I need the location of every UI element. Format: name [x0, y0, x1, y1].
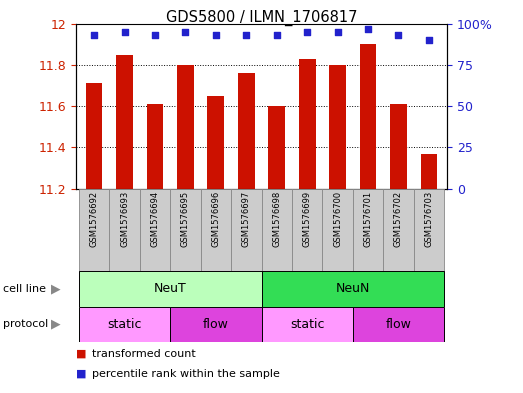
Bar: [170, 307, 262, 342]
Point: [151, 32, 159, 38]
Bar: [79, 189, 109, 271]
Point: [425, 37, 433, 43]
Bar: [231, 189, 262, 271]
Text: GSM1576698: GSM1576698: [272, 191, 281, 247]
Bar: [140, 189, 170, 271]
Bar: [353, 307, 444, 342]
Bar: [390, 104, 407, 189]
Point: [303, 29, 311, 35]
Bar: [322, 189, 353, 271]
Bar: [116, 55, 133, 189]
Text: GSM1576700: GSM1576700: [333, 191, 342, 247]
Text: GSM1576696: GSM1576696: [211, 191, 220, 247]
Text: GSM1576695: GSM1576695: [181, 191, 190, 247]
Text: percentile rank within the sample: percentile rank within the sample: [92, 369, 279, 379]
Bar: [329, 65, 346, 189]
Bar: [177, 65, 194, 189]
Point: [181, 29, 190, 35]
Point: [272, 32, 281, 38]
Point: [120, 29, 129, 35]
Text: GSM1576699: GSM1576699: [303, 191, 312, 247]
Text: ▶: ▶: [51, 282, 61, 296]
Bar: [420, 154, 437, 189]
Bar: [170, 189, 201, 271]
Text: GSM1576694: GSM1576694: [151, 191, 160, 247]
Point: [333, 29, 342, 35]
Text: NeuN: NeuN: [336, 282, 370, 296]
Text: GSM1576697: GSM1576697: [242, 191, 251, 247]
Text: flow: flow: [203, 318, 229, 331]
Point: [212, 32, 220, 38]
Text: static: static: [290, 318, 324, 331]
Point: [242, 32, 251, 38]
Text: static: static: [107, 318, 142, 331]
Bar: [208, 96, 224, 189]
Bar: [292, 189, 322, 271]
Text: GDS5800 / ILMN_1706817: GDS5800 / ILMN_1706817: [166, 10, 357, 26]
Bar: [79, 307, 170, 342]
Text: NeuT: NeuT: [154, 282, 187, 296]
Text: ■: ■: [76, 349, 86, 359]
Text: GSM1576693: GSM1576693: [120, 191, 129, 247]
Bar: [360, 44, 377, 189]
Bar: [262, 189, 292, 271]
Point: [90, 32, 98, 38]
Bar: [109, 189, 140, 271]
Text: flow: flow: [385, 318, 412, 331]
Bar: [383, 189, 414, 271]
Text: ■: ■: [76, 369, 86, 379]
Text: protocol: protocol: [3, 319, 48, 329]
Text: GSM1576701: GSM1576701: [363, 191, 372, 247]
Text: transformed count: transformed count: [92, 349, 195, 359]
Bar: [299, 59, 315, 189]
Point: [364, 26, 372, 32]
Bar: [146, 104, 163, 189]
Bar: [262, 271, 444, 307]
Bar: [262, 307, 353, 342]
Text: cell line: cell line: [3, 284, 46, 294]
Bar: [79, 271, 262, 307]
Bar: [201, 189, 231, 271]
Text: GSM1576702: GSM1576702: [394, 191, 403, 247]
Bar: [268, 106, 285, 189]
Text: ▶: ▶: [51, 318, 61, 331]
Bar: [238, 73, 255, 189]
Bar: [414, 189, 444, 271]
Bar: [353, 189, 383, 271]
Text: GSM1576703: GSM1576703: [424, 191, 434, 247]
Bar: [86, 83, 103, 189]
Point: [394, 32, 403, 38]
Text: GSM1576692: GSM1576692: [89, 191, 99, 247]
